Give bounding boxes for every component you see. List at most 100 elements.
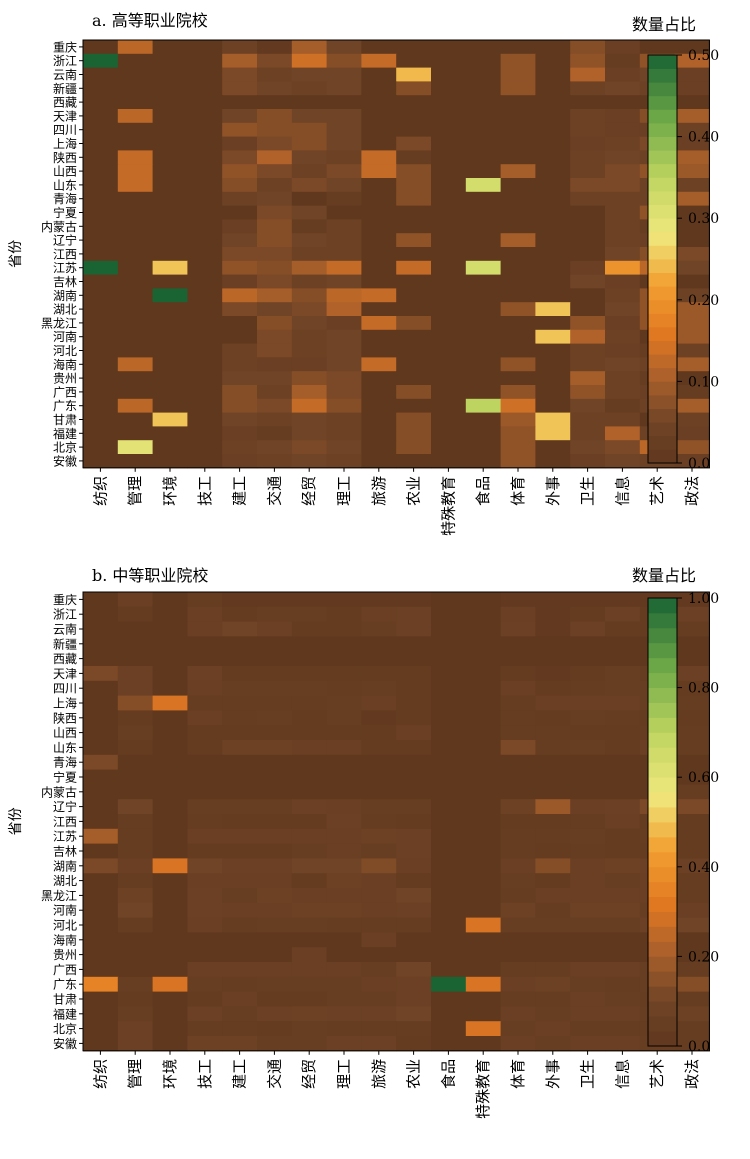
heatmap-cell (117, 412, 154, 427)
heatmap-cell (187, 606, 223, 623)
heatmap-cell (465, 316, 502, 331)
heatmap-cell (674, 917, 710, 933)
heatmap-cell (500, 799, 536, 815)
heatmap-cell (152, 680, 188, 697)
heatmap-cell (152, 962, 188, 978)
heatmap-cell (570, 592, 606, 608)
heatmap-cell (326, 136, 362, 151)
heatmap-cell (117, 828, 154, 845)
heatmap-cell (431, 843, 467, 859)
x-tick-label: 体育 (509, 1059, 527, 1089)
x-tick-label: 管理 (126, 476, 144, 506)
heatmap-cell (291, 81, 328, 96)
heatmap-cell (361, 828, 397, 845)
heatmap-cell (361, 233, 397, 248)
heatmap-cell (222, 81, 258, 96)
heatmap-cell (396, 150, 432, 165)
heatmap-cell (257, 288, 293, 303)
heatmap-cell (431, 902, 467, 919)
heatmap-cell (222, 843, 258, 859)
heatmap-cell (257, 769, 293, 785)
heatmap-cell (361, 947, 397, 963)
heatmap-cell (83, 1006, 119, 1022)
heatmap-cell (187, 205, 223, 220)
heatmap-cell (83, 947, 119, 963)
heatmap-cell (570, 316, 606, 331)
heatmap-cell (674, 932, 710, 948)
heatmap-cell (500, 991, 536, 1007)
heatmap-cell (83, 799, 119, 815)
heatmap-cell (570, 784, 606, 800)
heatmap-cell (674, 219, 710, 234)
heatmap-cell (291, 219, 328, 234)
heatmap-cell (465, 651, 502, 667)
heatmap-cell (291, 164, 328, 179)
heatmap-cell (187, 164, 223, 179)
heatmap-cell (396, 754, 432, 771)
heatmap-cell (257, 962, 293, 978)
heatmap-cell (326, 621, 362, 637)
heatmap-cell (674, 205, 710, 220)
heatmap-cell (431, 260, 467, 276)
heatmap-cell (674, 1036, 710, 1052)
heatmap-cell (500, 1006, 536, 1022)
heatmap-cell (396, 440, 432, 455)
heatmap-cell (187, 932, 223, 948)
heatmap-cell (465, 150, 502, 165)
colorbar-segment (648, 1031, 677, 1047)
heatmap-cell (83, 976, 119, 993)
heatmap-cell (396, 651, 432, 667)
heatmap-cell (465, 828, 502, 845)
heatmap-cell (605, 991, 641, 1007)
colorbar-segment (648, 231, 677, 246)
y-axis-title: 省份 (8, 240, 24, 268)
heatmap-cell (326, 606, 362, 623)
heatmap-cell (674, 873, 710, 889)
heatmap-cell (361, 247, 397, 262)
y-tick-label: 贵州 (53, 372, 77, 386)
y-tick-label: 安徽 (53, 1036, 77, 1051)
heatmap-cell (291, 636, 328, 652)
heatmap-cell (674, 769, 710, 785)
heatmap-cell (605, 636, 641, 652)
heatmap-cell (605, 1036, 641, 1052)
heatmap-cell (152, 814, 188, 830)
heatmap-cell (361, 385, 397, 400)
colorbar-tick-label: 0.30 (688, 211, 719, 227)
heatmap-cell (291, 426, 328, 441)
heatmap-cell (361, 1006, 397, 1022)
heatmap-cell (117, 799, 154, 815)
heatmap-cell (187, 902, 223, 919)
heatmap-cell (222, 784, 258, 800)
heatmap-cell (500, 109, 536, 124)
heatmap-cell (83, 53, 119, 69)
heatmap-cell (535, 991, 571, 1007)
heatmap-cell (152, 357, 188, 372)
heatmap-cell (222, 1036, 258, 1052)
heatmap-cell (465, 274, 502, 289)
heatmap-cell (535, 843, 571, 859)
heatmap-cell (117, 95, 154, 110)
heatmap-cell (570, 947, 606, 963)
heatmap-cell (152, 233, 188, 248)
heatmap-cell (570, 40, 606, 55)
heatmap-cell (570, 67, 606, 82)
heatmap-cell (361, 454, 397, 469)
heatmap-cell (291, 873, 328, 889)
heatmap-cell (291, 205, 328, 220)
heatmap-cell (431, 962, 467, 978)
x-tick-label: 管理 (126, 1059, 144, 1089)
heatmap-cell (83, 288, 119, 303)
heatmap-cell (222, 122, 258, 138)
legend-title: 数量占比 (632, 566, 696, 585)
heatmap-cell (291, 440, 328, 455)
heatmap-cell (396, 917, 432, 933)
heatmap-cell (291, 740, 328, 756)
heatmap-cell (605, 651, 641, 667)
heatmap-cell (257, 343, 293, 358)
heatmap-cell (570, 205, 606, 220)
heatmap-cell (570, 991, 606, 1007)
heatmap-cell (431, 67, 467, 82)
heatmap-cell (396, 784, 432, 800)
